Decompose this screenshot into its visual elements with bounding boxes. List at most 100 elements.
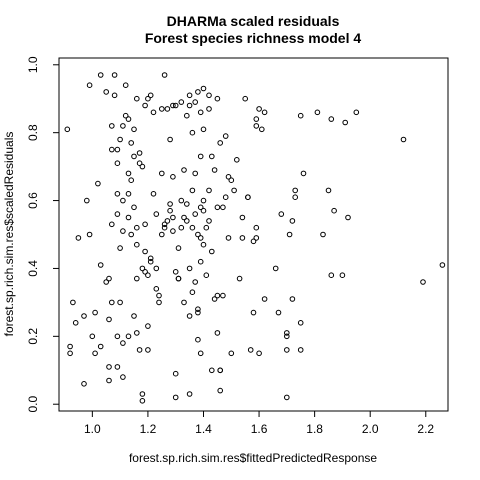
data-point xyxy=(200,126,207,133)
data-point xyxy=(109,123,115,129)
data-point xyxy=(134,275,140,282)
data-point xyxy=(253,123,260,129)
data-point xyxy=(175,245,182,251)
data-point xyxy=(153,211,160,217)
data-point xyxy=(186,102,193,109)
data-point xyxy=(106,275,112,282)
data-point xyxy=(197,204,204,211)
data-point xyxy=(131,153,137,160)
data-point xyxy=(136,150,143,156)
data-point xyxy=(253,235,260,241)
data-point xyxy=(286,231,293,238)
data-point xyxy=(114,364,121,370)
data-point xyxy=(195,231,201,238)
data-point xyxy=(245,194,251,200)
data-point xyxy=(284,394,290,401)
data-point xyxy=(292,187,299,194)
data-point xyxy=(145,323,151,329)
data-point xyxy=(214,95,221,102)
data-point xyxy=(314,109,321,116)
data-point xyxy=(231,187,237,194)
data-point xyxy=(72,320,79,326)
data-point xyxy=(192,279,198,285)
data-point xyxy=(206,92,212,99)
data-point xyxy=(239,235,246,241)
data-point xyxy=(214,330,221,336)
data-point xyxy=(125,333,132,340)
data-point xyxy=(200,197,207,204)
data-point xyxy=(209,153,215,160)
data-point xyxy=(136,160,143,166)
data-point xyxy=(200,85,207,92)
data-point xyxy=(247,347,254,353)
data-point xyxy=(192,170,198,177)
data-point xyxy=(156,292,162,299)
data-point xyxy=(181,214,187,221)
data-point xyxy=(103,89,109,95)
data-point xyxy=(159,170,165,177)
data-point xyxy=(284,333,290,340)
data-point xyxy=(186,313,193,319)
data-point xyxy=(161,72,168,78)
data-point xyxy=(261,296,268,302)
data-point xyxy=(184,112,190,119)
data-point xyxy=(67,350,73,357)
data-point xyxy=(134,224,140,231)
data-point xyxy=(289,296,296,302)
data-point xyxy=(297,320,304,326)
data-point xyxy=(181,167,187,173)
data-point xyxy=(253,116,260,122)
data-point xyxy=(117,299,123,306)
data-point xyxy=(114,146,121,153)
data-point xyxy=(139,391,146,397)
data-point xyxy=(142,248,148,255)
data-point xyxy=(147,258,154,265)
data-point xyxy=(186,391,193,397)
data-point xyxy=(131,313,137,319)
data-point xyxy=(125,214,132,221)
data-point xyxy=(186,92,193,99)
data-point xyxy=(142,269,148,275)
data-point xyxy=(284,347,290,353)
x-tick-label: 2.2 xyxy=(417,422,434,436)
data-point xyxy=(209,367,215,374)
data-point xyxy=(120,123,126,129)
data-point xyxy=(120,197,126,204)
data-point xyxy=(81,313,87,319)
data-point xyxy=(217,140,223,146)
data-point xyxy=(178,99,185,105)
x-axis-label: forest.sp.rich.sim.res$fittedPredictedRe… xyxy=(129,451,377,465)
data-point xyxy=(228,177,235,183)
data-point xyxy=(195,336,201,343)
data-point xyxy=(236,275,243,282)
data-point xyxy=(342,119,349,126)
data-point xyxy=(195,89,201,95)
data-point xyxy=(75,235,82,241)
data-point xyxy=(95,180,101,187)
data-point xyxy=(120,228,126,234)
data-point xyxy=(278,211,285,217)
data-point xyxy=(125,170,132,177)
data-point xyxy=(125,116,132,122)
data-point xyxy=(214,204,221,211)
data-point xyxy=(172,102,179,109)
data-point xyxy=(259,126,265,133)
x-tick-label: 1.8 xyxy=(306,422,323,436)
data-point xyxy=(353,109,360,116)
data-point xyxy=(139,163,146,170)
data-point xyxy=(297,112,304,119)
data-point xyxy=(134,330,140,336)
data-point xyxy=(131,126,137,133)
data-point xyxy=(147,255,154,262)
data-point xyxy=(159,106,165,112)
y-axis: 0.0 0.2 0.4 0.6 0.8 1.0 xyxy=(26,56,60,413)
data-points xyxy=(64,72,446,404)
data-point xyxy=(184,218,190,224)
data-point xyxy=(225,235,232,241)
data-point xyxy=(111,92,118,99)
y-tick-label: 0.4 xyxy=(26,260,40,277)
data-point xyxy=(170,102,176,109)
data-point xyxy=(120,340,126,346)
data-point xyxy=(97,343,104,350)
data-point xyxy=(203,224,210,231)
